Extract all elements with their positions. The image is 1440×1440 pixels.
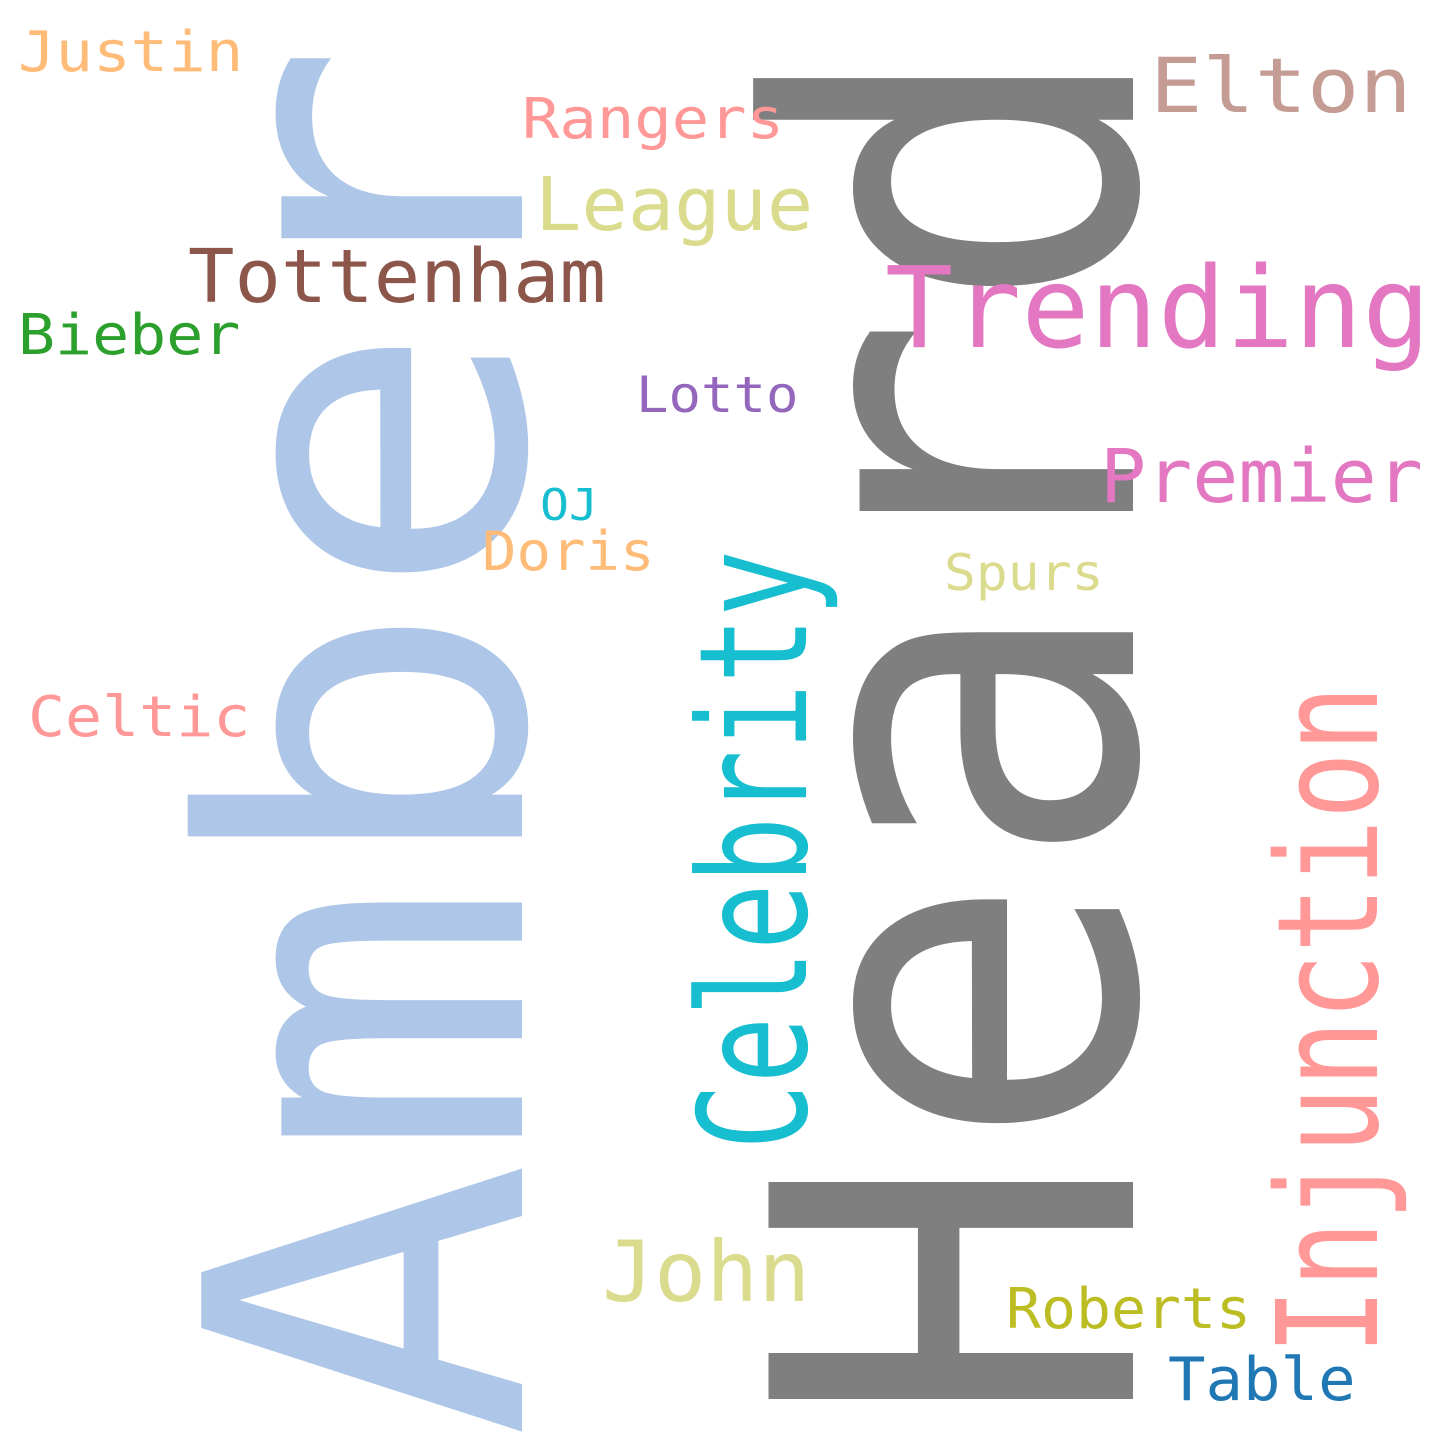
word-bieber: Bieber — [18, 303, 241, 368]
word-elton: Elton — [1150, 41, 1412, 130]
word-doris: Doris — [482, 520, 655, 583]
word-lotto: Lotto — [636, 366, 799, 424]
word-premier: Premier — [1100, 434, 1423, 520]
word-roberts: Roberts — [1006, 1277, 1252, 1342]
word-table: Table — [1168, 1345, 1356, 1415]
word-rangers: Rangers — [522, 87, 785, 152]
word-celtic: Celtic — [28, 685, 251, 750]
word-trending: Trending — [885, 244, 1431, 374]
word-john: John — [602, 1223, 811, 1321]
word-spurs: Spurs — [944, 544, 1104, 602]
word-injunction: Injunction — [1248, 685, 1411, 1355]
word-league: League — [535, 162, 814, 248]
word-justin: Justin — [18, 20, 244, 85]
word-celebrity: Celebrity — [668, 550, 842, 1150]
word-oj: OJ — [540, 480, 598, 531]
word-tottenham: Tottenham — [188, 234, 606, 320]
